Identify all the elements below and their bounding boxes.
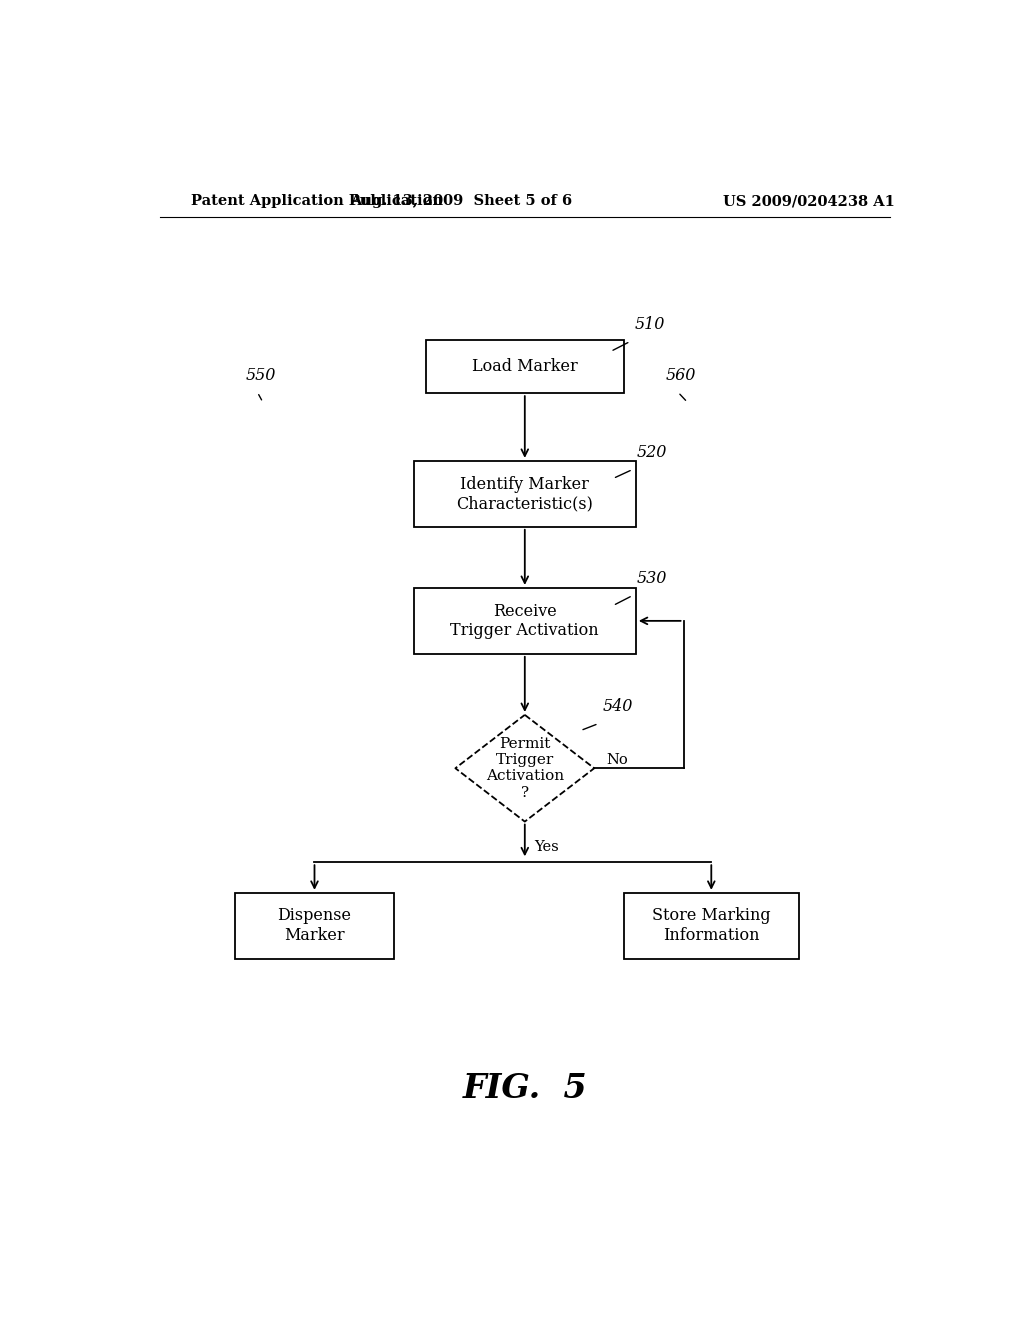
Text: Permit
Trigger
Activation
?: Permit Trigger Activation ? xyxy=(485,737,564,800)
Bar xyxy=(414,587,636,653)
Text: Store Marking
Information: Store Marking Information xyxy=(652,907,771,944)
Text: No: No xyxy=(606,754,628,767)
Bar xyxy=(426,341,624,393)
Text: 540: 540 xyxy=(602,698,633,715)
Text: Identify Marker
Characteristic(s): Identify Marker Characteristic(s) xyxy=(457,475,593,512)
Bar xyxy=(624,892,799,958)
Bar xyxy=(414,461,636,527)
Text: US 2009/0204238 A1: US 2009/0204238 A1 xyxy=(723,194,895,209)
Text: Aug. 13, 2009  Sheet 5 of 6: Aug. 13, 2009 Sheet 5 of 6 xyxy=(350,194,572,209)
Text: Patent Application Publication: Patent Application Publication xyxy=(191,194,443,209)
Text: 530: 530 xyxy=(637,570,667,587)
Bar xyxy=(236,892,394,958)
Text: 560: 560 xyxy=(666,367,696,384)
Text: Receive
Trigger Activation: Receive Trigger Activation xyxy=(451,602,599,639)
Text: 510: 510 xyxy=(634,317,665,333)
Text: Dispense
Marker: Dispense Marker xyxy=(278,907,351,944)
Text: 520: 520 xyxy=(637,445,667,461)
Text: Load Marker: Load Marker xyxy=(472,358,578,375)
Text: Yes: Yes xyxy=(535,840,559,854)
Text: FIG.  5: FIG. 5 xyxy=(463,1072,587,1105)
Text: 550: 550 xyxy=(246,367,275,384)
